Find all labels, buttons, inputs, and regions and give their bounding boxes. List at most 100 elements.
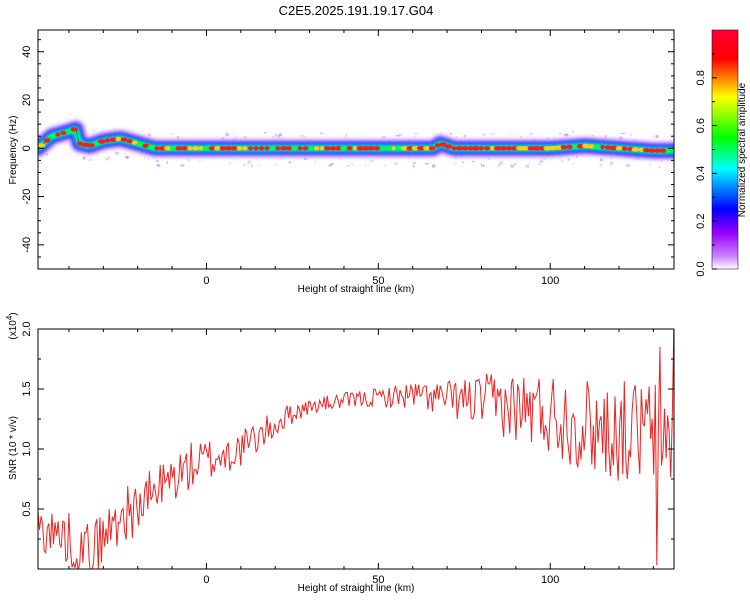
- spectrogram-speckle: [414, 136, 417, 138]
- spectrogram-peak: [455, 146, 464, 151]
- spectrogram-speckle: [480, 163, 483, 167]
- spectrogram-speckle: [414, 132, 418, 135]
- spectrogram-peak: [532, 146, 541, 151]
- spectrogram-speckle: [96, 154, 98, 156]
- snr-y-tick-label: 0.5: [21, 501, 33, 516]
- spectrogram-y-label: Frequency (Hz): [8, 116, 19, 185]
- spectrogram-peak: [671, 148, 674, 153]
- spectrogram-speckle: [320, 132, 324, 134]
- spectrogram-peak: [308, 146, 314, 151]
- spectrogram-x-tick-label: 0: [203, 275, 209, 287]
- spectrogram-peak: [374, 146, 380, 151]
- spectrogram-peak: [665, 148, 672, 153]
- spectrogram-peak: [549, 145, 557, 151]
- spectrogram-peak: [593, 144, 601, 149]
- spectrogram-speckle: [652, 136, 655, 138]
- spectrogram-peak: [527, 146, 535, 151]
- spectrogram-speckle: [304, 135, 306, 139]
- spectrogram-speckle: [281, 136, 283, 139]
- spectrogram-speckle: [576, 155, 578, 158]
- spectrogram-speckle: [171, 133, 174, 135]
- spectrogram-speckle: [128, 129, 131, 131]
- spectrogram-speckle: [176, 136, 179, 139]
- spectrogram-speckle: [511, 133, 513, 135]
- spectrogram-speckle: [610, 161, 613, 165]
- spectrogram-speckle: [384, 136, 386, 139]
- spectrogram-speckle: [187, 158, 191, 162]
- spectrogram-speckle: [155, 160, 159, 163]
- spectrogram-speckle: [147, 133, 151, 137]
- spectrogram-peak: [471, 146, 481, 151]
- spectrogram-peak: [158, 146, 166, 151]
- spectrogram-speckle: [499, 162, 504, 165]
- spectrogram-peak: [198, 146, 204, 151]
- spectrogram-peak: [70, 127, 79, 132]
- spectrogram-peak: [566, 144, 573, 150]
- snr-y-tick-label: 1.5: [21, 381, 33, 396]
- spectrogram-speckle: [559, 158, 561, 161]
- spectrogram-speckle: [482, 133, 486, 136]
- spectrogram-peak: [384, 146, 392, 151]
- spectrogram-speckle: [560, 160, 564, 162]
- spectrogram-peak: [313, 146, 320, 151]
- spectrogram-peak: [225, 146, 232, 151]
- spectrogram-speckle: [599, 163, 603, 167]
- spectrogram-speckle: [328, 164, 333, 167]
- spectrogram-peak: [428, 146, 436, 151]
- spectrogram-peak: [367, 146, 376, 151]
- spectrogram-peak: [55, 132, 61, 137]
- spectrogram-speckle: [257, 164, 261, 167]
- spectrogram-peak: [500, 146, 507, 151]
- spectrogram-speckle: [432, 164, 436, 168]
- spectrogram-y-tick-label: 20: [21, 94, 33, 106]
- spectrogram-speckle: [147, 158, 150, 160]
- spectrogram-speckle: [565, 136, 569, 138]
- spectrogram-peak: [493, 146, 503, 151]
- spectrogram-speckle: [383, 164, 387, 167]
- spectrogram-speckle: [180, 164, 185, 167]
- spectrogram-peak: [214, 146, 221, 151]
- spectrogram-peak: [658, 148, 668, 153]
- spectrogram-peak: [484, 146, 490, 151]
- spectrogram-speckle: [604, 135, 607, 138]
- spectrogram-speckle: [84, 156, 87, 159]
- spectrogram-speckle: [572, 130, 574, 134]
- snr-panel: 0 50 100 0.5 1.0 1.5 2.0 Height of straight li…: [5, 312, 675, 594]
- spectrogram-speckle: [365, 163, 367, 167]
- colorbar-gradient: [711, 29, 739, 270]
- spectrogram-speckle: [274, 134, 277, 137]
- spectrogram-speckle: [395, 134, 400, 137]
- spectrogram-peak: [253, 146, 259, 151]
- spectrogram-peak: [560, 145, 568, 150]
- spectrogram-speckle: [540, 160, 543, 163]
- spectrogram-peak: [522, 146, 529, 151]
- spectrogram-peak: [356, 146, 365, 151]
- spectrogram-speckle: [398, 133, 403, 136]
- colorbar-tick-label: 0.4: [695, 166, 707, 181]
- spectrogram-peak: [275, 146, 281, 151]
- spectrogram-peak: [230, 146, 238, 151]
- spectrogram-speckle: [636, 161, 638, 163]
- spectrogram-speckle: [655, 135, 659, 138]
- spectrogram-speckle: [264, 132, 266, 134]
- spectrogram-peak: [202, 146, 211, 151]
- spectrogram-peak: [192, 146, 199, 151]
- spectrogram-peak: [109, 137, 117, 142]
- spectrogram-peak: [136, 142, 144, 147]
- spectrogram-speckle: [243, 163, 246, 166]
- spectrogram-speckle: [425, 162, 429, 165]
- spectrogram-speckle: [367, 164, 371, 166]
- spectrogram-speckle: [114, 151, 118, 154]
- spectrogram-speckle: [412, 164, 415, 168]
- snr-x-label: Height of straight line (km): [298, 583, 415, 594]
- spectrogram-speckle: [272, 136, 274, 138]
- spectrogram-speckle: [559, 132, 561, 135]
- spectrogram-speckle: [251, 164, 253, 168]
- spectrogram-y-tick-label: -20: [21, 189, 33, 205]
- spectrogram-peak: [647, 148, 657, 153]
- spectrogram-speckle: [82, 156, 85, 160]
- spectrogram-speckle: [105, 157, 109, 161]
- snr-x-tick-label: 50: [372, 574, 384, 586]
- spectrogram-speckle: [46, 153, 48, 156]
